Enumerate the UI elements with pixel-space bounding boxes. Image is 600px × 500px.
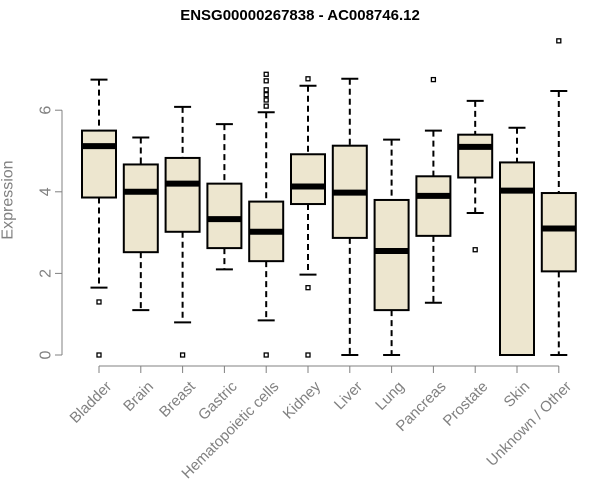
x-tick-label: Kidney (280, 378, 325, 423)
x-tick-label: Lung (372, 378, 408, 414)
x-tick-label: Breast (156, 378, 199, 421)
outlier-point (179, 352, 186, 358)
x-tick-label: Skin (501, 378, 534, 411)
chart-title: ENSG00000267838 - AC008746.12 (180, 7, 420, 24)
box (457, 133, 494, 179)
outlier-point (263, 352, 269, 358)
x-tick-label: Prostate (440, 378, 492, 430)
box (415, 175, 452, 237)
outlier-point (263, 71, 269, 77)
y-tick-label: 4 (38, 187, 55, 196)
outlier-point (263, 97, 269, 103)
y-tick-label: 0 (38, 350, 55, 359)
outlier-point (263, 92, 269, 98)
x-tick-label: Bladder (67, 378, 116, 427)
x-tick-label: Brain (120, 378, 157, 415)
outlier-point (305, 352, 311, 358)
outlier-point (263, 78, 269, 84)
outlier-point (96, 352, 102, 358)
outlier-point (263, 103, 269, 109)
y-tick-label: 2 (38, 269, 55, 278)
y-axis-label: Expression (0, 160, 17, 239)
box (122, 163, 159, 254)
box (206, 182, 243, 250)
outlier-point (472, 247, 478, 253)
outlier-point (430, 76, 437, 83)
box (373, 198, 410, 312)
box (540, 192, 577, 273)
outlier-point (305, 285, 311, 291)
box (290, 153, 326, 206)
outlier-point (556, 38, 562, 44)
box (499, 161, 535, 356)
box (81, 129, 117, 199)
x-tick-label: Liver (331, 378, 366, 413)
outlier-point (96, 299, 102, 305)
box (164, 156, 201, 233)
y-tick-label: 6 (38, 106, 55, 115)
outlier-point (263, 87, 269, 93)
outlier-point (305, 76, 311, 82)
